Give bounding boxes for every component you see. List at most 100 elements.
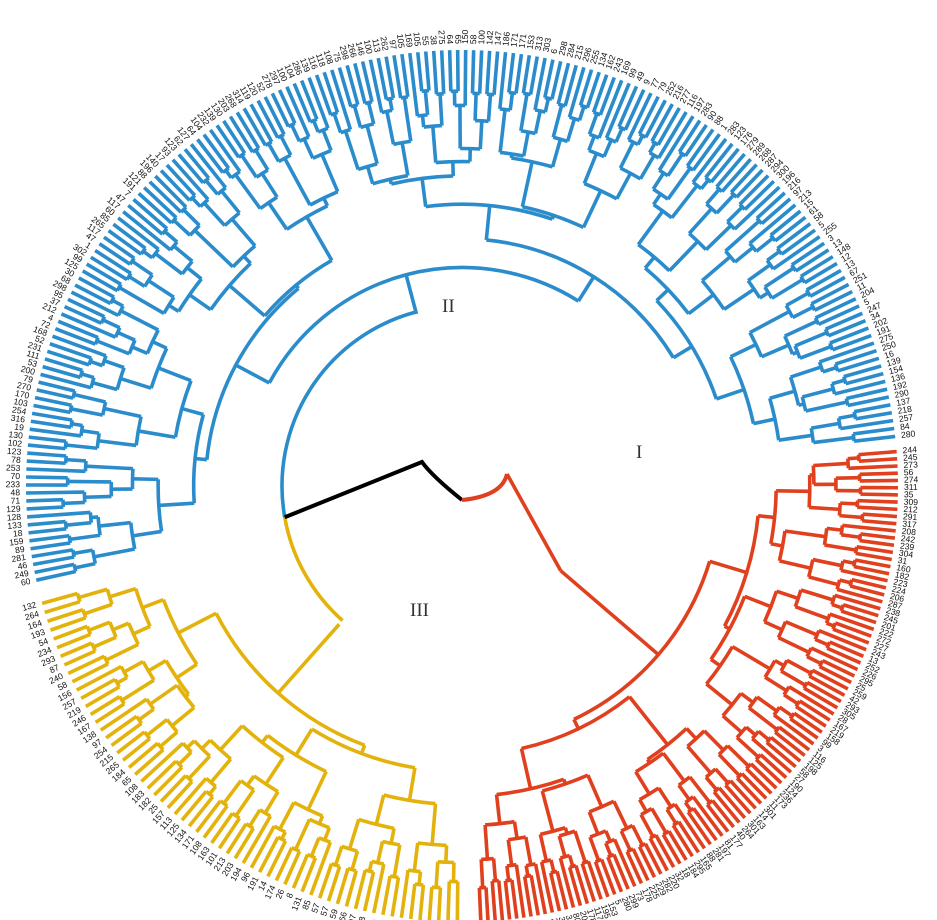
branch-II: [142, 249, 154, 260]
branch-II: [803, 261, 838, 285]
branch-II: [131, 345, 149, 356]
branch-I: [794, 605, 829, 621]
branch-II: [743, 179, 776, 211]
branch-III: [309, 841, 333, 896]
branch-II: [231, 244, 257, 269]
branch-II: [691, 133, 721, 172]
branch-II: [733, 245, 755, 264]
leaf-label: 65: [453, 34, 463, 44]
leaf-label: 5: [613, 898, 624, 906]
branch-II: [509, 153, 514, 159]
branch-III: [283, 850, 302, 886]
branch-II: [267, 265, 580, 384]
leaf-label: 18: [679, 866, 693, 879]
branch-III: [159, 774, 188, 803]
branch-II: [26, 505, 64, 511]
branch-I: [810, 646, 859, 672]
branch-II: [638, 132, 647, 139]
branch-II: [29, 427, 82, 438]
branch-III: [278, 801, 296, 831]
leaf-label: 239: [899, 540, 915, 552]
branch-II: [576, 275, 596, 303]
branch-I: [638, 786, 660, 802]
leaf-label: 164: [26, 618, 43, 632]
branch-I: [794, 699, 802, 708]
branch-II: [484, 205, 492, 241]
leaf-label: 222: [878, 626, 895, 640]
branch-II: [230, 217, 257, 248]
leaf-label: 99: [626, 67, 639, 80]
branch-III: [335, 867, 350, 905]
leaf-label: 162: [603, 53, 617, 70]
leaf-label: 55: [420, 36, 431, 47]
leaf-label: 116: [306, 54, 320, 70]
branch-II: [179, 205, 188, 214]
leaf-label: 54: [37, 636, 50, 649]
branch-III: [210, 812, 234, 845]
branch-II: [27, 519, 66, 527]
branch-II: [254, 149, 270, 171]
leaf-label: 102: [7, 437, 22, 448]
branch-I: [735, 725, 748, 739]
branch-II: [94, 248, 132, 275]
branch-I: [828, 640, 865, 658]
leaf-label: 270: [16, 380, 32, 393]
branch-III: [187, 754, 212, 780]
branch-II: [747, 263, 772, 283]
branch-I: [837, 503, 842, 516]
branch-III: [89, 695, 121, 716]
branch-II: [801, 387, 834, 399]
leaf-label: 311: [904, 482, 918, 492]
leaf-labels: 2442452735627431135309212291317208242239…: [6, 29, 919, 920]
branch-I: [524, 873, 532, 879]
branch-I: [567, 854, 575, 867]
branch-II: [534, 108, 546, 114]
branch-I: [522, 876, 533, 917]
branch-II: [478, 120, 484, 150]
branch-III: [245, 774, 256, 787]
branch-I: [858, 449, 897, 457]
branch-III: [67, 654, 106, 675]
leaf-label: 107: [345, 913, 358, 920]
leaf-label: 291: [903, 511, 918, 522]
branch-II: [102, 318, 121, 330]
leaf-label: 182: [894, 569, 910, 582]
leaf-label: 111: [25, 348, 41, 361]
branch-II: [423, 51, 431, 91]
leaf-label: 52: [34, 333, 47, 346]
leaf-label: 6: [549, 48, 560, 55]
branch-I: [650, 807, 668, 834]
branch-II: [321, 129, 333, 152]
branch-III: [44, 599, 81, 615]
branch-II: [67, 297, 106, 319]
leaf-label: 315: [564, 914, 577, 920]
leaf-label: 154: [888, 363, 905, 376]
branch-II: [74, 283, 112, 306]
branch-I: [548, 872, 562, 912]
branch-II: [91, 380, 118, 392]
leaf-label: 238: [885, 605, 902, 619]
branch-III: [389, 828, 396, 844]
branch-II: [228, 284, 266, 318]
branch-II: [311, 119, 320, 133]
branch-I: [786, 658, 812, 675]
branch-I: [735, 736, 760, 759]
branch-III: [233, 827, 255, 860]
branch-II: [557, 102, 566, 108]
leaf-label: 134: [596, 51, 610, 68]
branch-II: [388, 98, 394, 111]
branch-III: [317, 815, 325, 825]
branch-II: [408, 52, 420, 117]
branch-I: [573, 560, 712, 722]
branch-I: [646, 727, 688, 762]
branch-II: [292, 82, 312, 123]
branch-II: [688, 232, 708, 251]
branch-II: [775, 247, 784, 256]
branch-II: [565, 118, 577, 142]
branch-III: [175, 662, 198, 680]
leaf-label: 14: [256, 879, 269, 892]
leaf-label: 273: [903, 459, 918, 470]
branch-III: [192, 739, 212, 758]
branch-I: [813, 461, 849, 468]
branch-II: [71, 421, 83, 428]
